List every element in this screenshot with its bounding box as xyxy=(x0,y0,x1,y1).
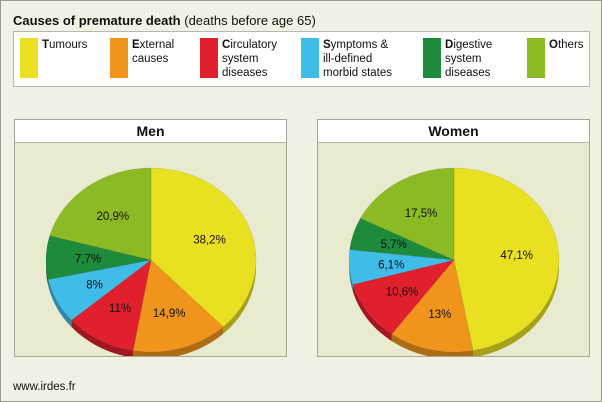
pie-slice-label: 5,7% xyxy=(381,239,407,251)
legend-label: Others xyxy=(549,39,584,51)
pie-slice xyxy=(45,235,152,280)
legend-swatch xyxy=(20,38,38,78)
legend-label: Symptoms & ill-defined morbid states xyxy=(323,39,393,79)
footer-url: www.irdes.fr xyxy=(13,381,76,393)
legend-swatch xyxy=(200,38,218,78)
pie-slice xyxy=(360,167,455,261)
pie-slice-side xyxy=(46,260,49,287)
legend-label: Digestive system diseases xyxy=(445,39,493,79)
pie-slice xyxy=(453,167,560,351)
pie-slice-label: 47,1% xyxy=(500,250,533,262)
pie-slice-label: 17,5% xyxy=(405,208,438,220)
pie-slice-label: 11% xyxy=(109,303,131,315)
pie-slice-label: 20,9% xyxy=(96,211,129,223)
pie-slice-label: 38,2% xyxy=(193,235,226,247)
pie-slice-side xyxy=(223,260,256,334)
pie-slice-label: 8% xyxy=(86,280,103,292)
legend-label: Circulatory system diseases xyxy=(222,39,277,79)
pie-slice xyxy=(71,259,152,351)
pie-slice xyxy=(391,259,474,353)
pie-slice xyxy=(49,167,152,261)
legend-label: Tumours xyxy=(42,39,88,51)
pie-slice-side xyxy=(71,320,134,356)
pie-slice xyxy=(132,259,224,353)
pie-slice-side xyxy=(48,279,72,328)
pie-slice-label: 13% xyxy=(428,309,451,321)
pie-panel-men: Men 38,2% 14,9% 11% 8% 7,7% 20,9% xyxy=(14,119,287,357)
pie-slice xyxy=(348,249,455,285)
pie-slice xyxy=(48,259,152,321)
chart-title-sub: (deaths before age 65) xyxy=(184,13,316,28)
legend-swatch xyxy=(110,38,128,78)
chart-title-main: Causes of premature death xyxy=(13,13,181,28)
pie-panel-women: Women 47,1% 13% 10,6% 6,1% 5,7% 17,5% xyxy=(317,119,590,357)
legend-swatch xyxy=(301,38,319,78)
pie-chart: 47,1% 13% 10,6% 6,1% 5,7% 17,5% xyxy=(348,167,560,356)
legend-swatch xyxy=(423,38,441,78)
legend: Tumours External causes Circulatory system… xyxy=(13,31,590,87)
pie-slice xyxy=(349,217,455,261)
pie-depth xyxy=(349,260,559,356)
pie-title-men: Men xyxy=(15,120,286,143)
pie-slice xyxy=(352,259,455,335)
pie-title-women: Women xyxy=(318,120,589,143)
chart-title: Causes of premature death (deaths before… xyxy=(13,13,316,28)
pie-depth xyxy=(46,260,256,356)
pie-slice-side xyxy=(349,260,353,292)
pie-slice-label: 7,7% xyxy=(75,254,101,266)
legend-label: External causes xyxy=(132,39,175,65)
pie-slice-side xyxy=(473,260,559,356)
legend-swatch xyxy=(527,38,545,78)
pie-slice-label: 10,6% xyxy=(386,286,419,298)
pie-slice-side xyxy=(133,326,224,356)
pie-slice-side xyxy=(352,284,392,342)
pie-chart: 38,2% 14,9% 11% 8% 7,7% 20,9% xyxy=(45,167,257,356)
pie-slice-side xyxy=(391,334,474,356)
pie-slice-label: 6,1% xyxy=(378,259,404,271)
pie-slice xyxy=(150,167,257,328)
pie-slice-label: 14,9% xyxy=(153,308,186,320)
